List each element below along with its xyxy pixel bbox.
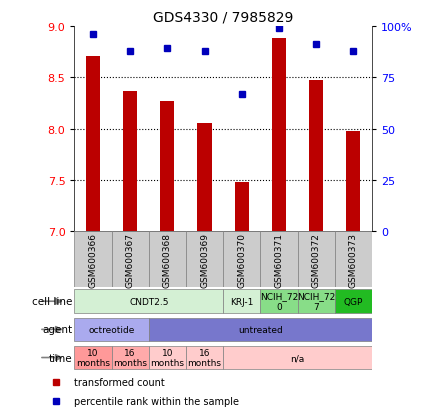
Bar: [223, 346, 372, 370]
Text: NCIH_72
0: NCIH_72 0: [260, 292, 298, 311]
Text: GSM600373: GSM600373: [349, 232, 358, 287]
Text: GSM600366: GSM600366: [88, 232, 97, 287]
Text: GSM600368: GSM600368: [163, 232, 172, 287]
Bar: [198, 124, 212, 232]
Bar: [74, 290, 223, 313]
Text: 10
months: 10 months: [150, 348, 184, 367]
Text: GSM600372: GSM600372: [312, 232, 320, 287]
Bar: [272, 39, 286, 232]
Title: GDS4330 / 7985829: GDS4330 / 7985829: [153, 10, 293, 24]
Text: GSM600369: GSM600369: [200, 232, 209, 287]
Text: agent: agent: [42, 325, 72, 335]
Bar: [74, 346, 111, 370]
Text: 10
months: 10 months: [76, 348, 110, 367]
Bar: [298, 232, 335, 287]
Text: untreated: untreated: [238, 325, 283, 334]
Bar: [123, 91, 137, 232]
Text: GSM600367: GSM600367: [126, 232, 135, 287]
Bar: [298, 290, 335, 313]
Bar: [111, 232, 149, 287]
Bar: [149, 232, 186, 287]
Text: GSM600370: GSM600370: [237, 232, 246, 287]
Bar: [149, 346, 186, 370]
Bar: [260, 290, 298, 313]
Bar: [86, 57, 100, 232]
Text: GSM600371: GSM600371: [275, 232, 283, 287]
Bar: [111, 346, 149, 370]
Bar: [260, 232, 298, 287]
Text: cell line: cell line: [32, 297, 72, 306]
Text: KRJ-1: KRJ-1: [230, 297, 253, 306]
Text: 16
months: 16 months: [113, 348, 147, 367]
Bar: [235, 183, 249, 232]
Bar: [74, 232, 111, 287]
Bar: [186, 232, 223, 287]
Bar: [346, 131, 360, 232]
Bar: [309, 81, 323, 232]
Bar: [335, 232, 372, 287]
Text: NCIH_72
7: NCIH_72 7: [297, 292, 335, 311]
Text: CNDT2.5: CNDT2.5: [129, 297, 168, 306]
Bar: [74, 318, 149, 342]
Bar: [186, 346, 223, 370]
Text: percentile rank within the sample: percentile rank within the sample: [74, 396, 239, 406]
Text: n/a: n/a: [290, 353, 305, 362]
Text: time: time: [48, 353, 72, 363]
Text: 16
months: 16 months: [187, 348, 221, 367]
Text: QGP: QGP: [343, 297, 363, 306]
Bar: [335, 290, 372, 313]
Bar: [223, 232, 260, 287]
Bar: [223, 290, 260, 313]
Text: transformed count: transformed count: [74, 377, 164, 387]
Bar: [160, 102, 174, 232]
Text: octreotide: octreotide: [88, 325, 135, 334]
Bar: [149, 318, 372, 342]
